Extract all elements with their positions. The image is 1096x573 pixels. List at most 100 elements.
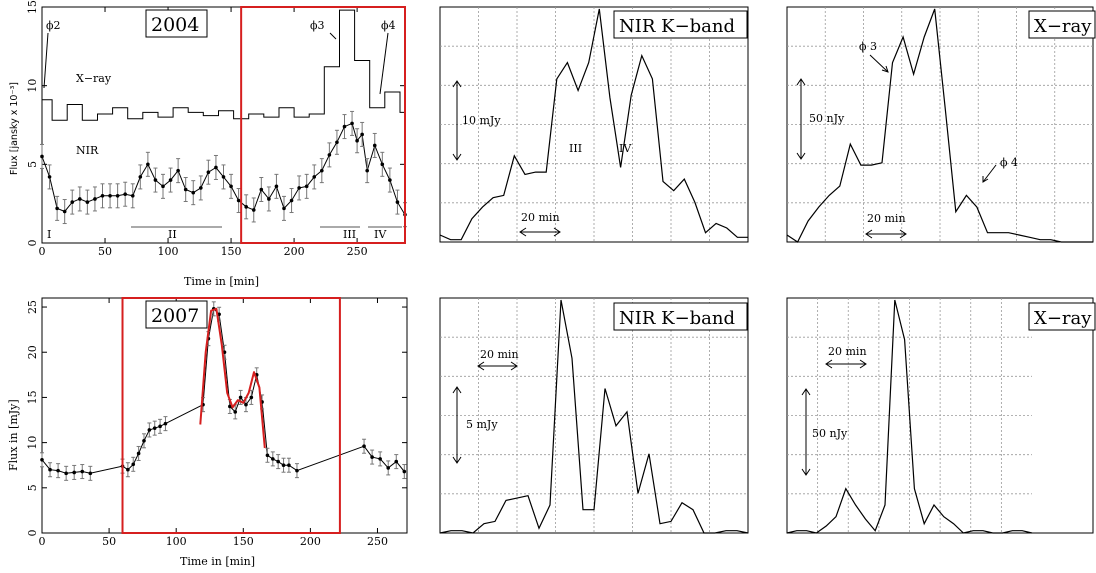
x-tick-label: 0 [39, 245, 46, 258]
year-box [145, 300, 208, 329]
data-point [108, 194, 112, 198]
data-point [304, 184, 309, 189]
x-tick-label: 150 [221, 245, 242, 258]
phase-III: III [343, 228, 356, 241]
phi2-label: ϕ2 [46, 19, 61, 32]
series-nir [40, 110, 407, 228]
data-point [297, 186, 301, 190]
axis-ticks: 0 50 100 150 200 250 0 5 10 15 20 25 [26, 298, 407, 548]
data-point [147, 428, 152, 432]
data-point [370, 455, 374, 459]
data-point [335, 140, 339, 145]
data-point [236, 198, 241, 203]
data-point [267, 197, 271, 201]
series-path [786, 299, 1033, 534]
data-point [163, 421, 168, 426]
data-point [327, 153, 332, 157]
data-point [64, 471, 68, 476]
data-point [131, 462, 136, 467]
data-point [287, 463, 291, 468]
data-point [238, 395, 243, 400]
y-tick-label: 10 [26, 79, 39, 93]
scale-label: 10 mJy [462, 114, 501, 127]
data-point [281, 463, 286, 468]
y-tick-label: 5 [26, 484, 39, 491]
y-tick-label: 20 [26, 345, 39, 359]
data-point [70, 200, 75, 204]
data-point [251, 208, 256, 212]
year-label: 2007 [151, 305, 199, 327]
panel-2004-nir-zoom: NIR K−band 10 mJy 20 min III IV [439, 6, 749, 243]
data-point [142, 439, 146, 443]
data-point [360, 132, 364, 137]
data-point [130, 194, 135, 198]
data-point [183, 187, 188, 192]
data-point [276, 459, 280, 464]
time-scale-label: 20 min [480, 348, 519, 361]
data-point [126, 467, 130, 472]
y-tick-label: 25 [26, 300, 39, 314]
data-point [153, 178, 158, 182]
data-point [85, 200, 90, 204]
scale-bar-arrowheads [796, 78, 806, 160]
highlight-box [121, 297, 341, 534]
time-scale-arrowheads [865, 229, 907, 239]
phase-II: II [168, 228, 177, 241]
data-point [62, 209, 67, 214]
data-point [115, 194, 120, 198]
x-axis-label: Time in [min] [180, 555, 255, 568]
x-tick-label: 150 [233, 535, 254, 548]
data-point [289, 198, 294, 203]
y-axis-label-text: Flux [jansky x 10⁻³] [9, 82, 20, 175]
year-label: 2004 [151, 14, 199, 36]
phi3-arrowhead [881, 65, 889, 73]
panel-2004-xray-zoom: X−ray 50 nJy 20 min ϕ 3 ϕ 4 [786, 6, 1096, 243]
data-point [93, 197, 97, 201]
series-line [786, 8, 1093, 243]
data-point [395, 200, 400, 204]
phi4-arrow [982, 164, 997, 183]
highlight-box [240, 6, 406, 244]
band-label: NIR K−band [619, 308, 735, 329]
time-scale-arrowheads [825, 359, 867, 369]
data-point [402, 469, 407, 474]
y-tick-label: 5 [26, 161, 39, 168]
data-point [100, 194, 105, 198]
panel-frame [41, 6, 406, 244]
x-tick-label: 0 [39, 535, 46, 548]
data-point [362, 444, 366, 449]
panel-2004-lightcurve: 0 50 100 150 200 250 0 5 10 15 Flux [jansky x 10⁻… [9, 0, 407, 288]
data-point [40, 154, 44, 159]
x-tick-label: 200 [300, 535, 321, 548]
phi4-arrow [379, 32, 389, 95]
data-point [342, 124, 347, 129]
data-point [355, 138, 359, 143]
series-line [41, 307, 405, 474]
scale-label: 50 nJy [809, 112, 845, 125]
data-point [320, 168, 324, 173]
phi3-arrow [329, 32, 337, 40]
data-point [206, 170, 211, 174]
series-path [786, 8, 1093, 243]
data-point [249, 395, 254, 400]
phase-I: I [47, 228, 51, 241]
data-point [152, 426, 157, 430]
panel-2007-xray-zoom: X−ray 20 min 50 nJy [786, 297, 1096, 534]
x-tick-label: 250 [347, 245, 368, 258]
scale-label: 5 mJy [466, 418, 498, 431]
x-tick-label: 100 [158, 245, 179, 258]
data-point [228, 404, 232, 409]
scale-bar-arrowheads [801, 388, 811, 476]
data-point [88, 471, 93, 476]
data-point [47, 175, 52, 179]
data-point [158, 424, 162, 429]
data-point [168, 178, 173, 182]
phi3-label: ϕ3 [310, 19, 325, 32]
phase-IV: IV [619, 142, 632, 155]
y-axis-label: Flux in [mJy] [7, 399, 20, 471]
panel-2007-nir-zoom: NIR K−band 20 min 5 mJy [439, 297, 749, 534]
band-box [613, 10, 748, 39]
y-tick-label: 15 [26, 390, 39, 404]
